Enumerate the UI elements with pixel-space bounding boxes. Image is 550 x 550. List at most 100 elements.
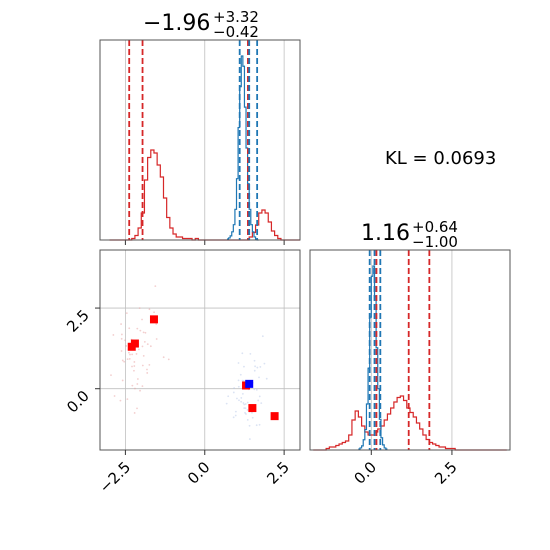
scatter-point bbox=[254, 365, 257, 368]
scatter-point bbox=[243, 365, 245, 368]
scatter-point bbox=[240, 400, 243, 403]
scatter-point bbox=[234, 410, 237, 413]
scatter-point bbox=[110, 374, 112, 377]
title-param1-main: −1.96 bbox=[143, 11, 210, 36]
scatter-point bbox=[131, 384, 134, 387]
scatter-point bbox=[239, 373, 242, 376]
scatter-point bbox=[263, 362, 266, 365]
scatter-point bbox=[225, 402, 228, 405]
scatter-point bbox=[149, 345, 152, 348]
histogram-blue-param1 bbox=[226, 55, 259, 241]
scatter-point bbox=[246, 418, 249, 421]
scatter-point bbox=[142, 354, 145, 357]
scatter-point bbox=[133, 361, 136, 363]
scatter-point bbox=[260, 402, 263, 405]
scatter-point bbox=[234, 414, 237, 417]
title-param1-upper: +3.32 bbox=[213, 8, 259, 26]
tick-label-y-scatter: 2.5 bbox=[63, 306, 93, 336]
scatter-point bbox=[125, 345, 128, 347]
scatter-point bbox=[128, 351, 130, 354]
scatter-point bbox=[124, 339, 126, 342]
tick-label-x-right: 2.5 bbox=[431, 458, 461, 488]
scatter-point bbox=[131, 353, 134, 356]
tick-label-x-scatter: −2.5 bbox=[96, 458, 134, 496]
scatter-point bbox=[241, 352, 244, 355]
tick-label-x-right: 0.0 bbox=[351, 458, 381, 488]
scatter-point bbox=[258, 395, 261, 398]
scatter-point bbox=[146, 343, 149, 346]
scatter-point bbox=[244, 407, 247, 410]
blue-marker bbox=[245, 379, 254, 388]
scatter-point bbox=[155, 338, 158, 340]
scatter-point bbox=[128, 358, 131, 360]
scatter-point bbox=[237, 362, 240, 364]
scatter-point bbox=[255, 424, 258, 427]
frame-right bbox=[309, 249, 511, 451]
scatter-point bbox=[265, 377, 268, 380]
scatter-point bbox=[153, 311, 155, 314]
scatter-point bbox=[120, 323, 122, 325]
scatter-point bbox=[126, 398, 129, 401]
joint-scatter-panel: −2.5 0.0 2.5 0.0 2.5 bbox=[63, 250, 301, 497]
scatter-point bbox=[135, 353, 138, 355]
scatter-point bbox=[129, 353, 131, 356]
scatter-point bbox=[125, 312, 128, 314]
scatter-point bbox=[233, 387, 236, 389]
title-param2: 1.16 +0.64 −1.00 bbox=[361, 218, 458, 251]
red-marker-0 bbox=[149, 315, 158, 324]
scatter-point bbox=[255, 388, 258, 391]
kl-label: KL = 0.0693 bbox=[385, 148, 496, 169]
scatter-point bbox=[141, 364, 144, 367]
red-marker-2 bbox=[127, 342, 136, 351]
scatter-point bbox=[248, 424, 251, 427]
scatter-point bbox=[137, 348, 140, 351]
title-param2-main: 1.16 bbox=[361, 221, 410, 246]
scatter-point bbox=[243, 407, 246, 409]
scatter-point bbox=[242, 402, 245, 404]
marginal-param2-panel: 0.0 2.5 bbox=[309, 249, 511, 488]
scatter-point bbox=[261, 335, 264, 338]
scatter-point bbox=[142, 331, 145, 334]
scatter-point bbox=[237, 379, 240, 382]
scatter-point bbox=[136, 378, 139, 380]
scatter-point bbox=[134, 387, 136, 390]
tick-label-y-scatter: 0.0 bbox=[63, 387, 93, 417]
red-marker-3 bbox=[248, 404, 257, 413]
scatter-point bbox=[243, 403, 246, 406]
scatter-point bbox=[245, 413, 247, 415]
scatter-point bbox=[248, 438, 251, 440]
scatter-point bbox=[246, 409, 249, 411]
scatter-point bbox=[141, 318, 143, 321]
scatter-point bbox=[146, 368, 148, 371]
scatter-point bbox=[154, 285, 157, 288]
scatter-point bbox=[258, 423, 261, 426]
scatter-point bbox=[123, 360, 126, 363]
scatter-point bbox=[227, 395, 230, 398]
marginal-param1-panel bbox=[99, 39, 301, 245]
scatter-point bbox=[120, 333, 123, 336]
scatter-point bbox=[146, 372, 149, 374]
title-param1-lower: −0.42 bbox=[213, 23, 259, 41]
scatter-point bbox=[126, 358, 129, 360]
scatter-point bbox=[253, 388, 256, 391]
scatter-point bbox=[244, 403, 247, 405]
scatter-point bbox=[120, 350, 123, 352]
scatter-point bbox=[251, 411, 253, 414]
scatter-point bbox=[243, 379, 245, 382]
scatter-point bbox=[238, 399, 240, 402]
scatter-point bbox=[144, 331, 147, 334]
scatter-point bbox=[258, 376, 260, 379]
scatter-point bbox=[249, 352, 252, 355]
scatter-point bbox=[253, 369, 256, 372]
scatter-point bbox=[139, 329, 142, 332]
scatter-point bbox=[133, 412, 136, 414]
scatter-point bbox=[131, 365, 133, 368]
scatter-point bbox=[162, 356, 165, 359]
histogram-red-param1 bbox=[109, 149, 300, 241]
scatter-point bbox=[138, 307, 141, 310]
scatter-point bbox=[141, 345, 144, 348]
scatter-point bbox=[241, 393, 244, 395]
scatter-point bbox=[259, 366, 262, 368]
scatter-point bbox=[253, 359, 256, 362]
scatter-point bbox=[246, 401, 249, 404]
